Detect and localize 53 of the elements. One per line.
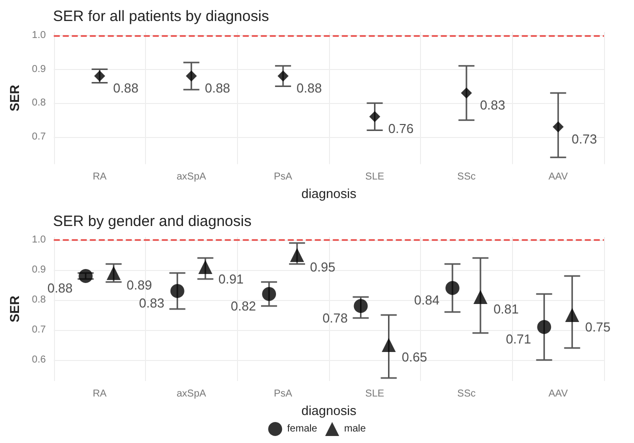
data-label: 0.78	[322, 310, 348, 326]
data-label: 0.76	[388, 121, 414, 136]
data-label: 0.84	[414, 292, 440, 308]
legend-label: female	[287, 424, 318, 434]
point	[94, 70, 106, 82]
x-tick-label: AAV	[548, 172, 568, 183]
data-label: 0.71	[506, 332, 532, 346]
data-label: 0.83	[480, 97, 506, 112]
point	[369, 111, 380, 122]
x-tick-label: RA	[92, 388, 107, 400]
data-label: 0.95	[310, 260, 336, 274]
x-tick-label: PsA	[274, 172, 293, 183]
x-axis-title: diagnosis	[301, 402, 357, 418]
data-label: 0.73	[572, 131, 597, 146]
x-tick-label: axSpA	[176, 172, 206, 183]
x-tick-label: AAV	[548, 388, 568, 400]
point	[552, 121, 564, 132]
data-label: 0.89	[126, 278, 152, 292]
x-tick-label: axSpA	[176, 388, 206, 400]
chart-title: SER for all patients by diagnosis	[53, 8, 269, 25]
data-label: 0.81	[493, 302, 519, 316]
data-label: 0.91	[218, 272, 244, 286]
y-tick-label: 0.8	[32, 294, 46, 306]
x-tick-label: RA	[92, 172, 107, 183]
x-tick-label: SSc	[457, 172, 476, 183]
y-tick-label: 1.0	[32, 234, 46, 246]
data-label: 0.75	[585, 320, 610, 334]
y-tick-label: 0.7	[32, 132, 46, 143]
point	[460, 87, 472, 98]
legend-label: male	[344, 424, 366, 434]
y-tick-label: 1.0	[32, 30, 46, 41]
x-tick-label: SLE	[365, 388, 385, 400]
y-axis-title: SER	[7, 295, 22, 322]
y-tick-label: 0.6	[32, 354, 46, 366]
chart-title: SER by gender and diagnosis	[53, 213, 252, 230]
data-label: 0.88	[113, 80, 138, 96]
y-tick-label: 0.9	[32, 64, 46, 75]
data-label: 0.88	[296, 80, 322, 96]
point	[186, 70, 197, 82]
x-tick-label: SLE	[365, 172, 385, 183]
x-axis-title: diagnosis	[301, 186, 357, 201]
point	[278, 70, 289, 82]
data-label: 0.82	[230, 298, 256, 314]
x-tick-label: SSc	[457, 388, 476, 400]
data-label: 0.88	[204, 80, 230, 96]
y-tick-label: 0.8	[32, 98, 46, 109]
y-tick-label: 0.9	[32, 264, 46, 276]
data-label: 0.83	[139, 296, 164, 310]
x-tick-label: PsA	[274, 388, 293, 400]
y-tick-label: 0.7	[32, 324, 46, 336]
data-label: 0.65	[402, 350, 428, 364]
data-label: 0.88	[47, 280, 73, 296]
y-axis-title: SER	[7, 84, 22, 112]
